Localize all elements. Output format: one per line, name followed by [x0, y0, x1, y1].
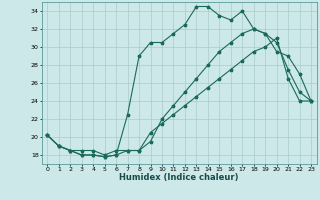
X-axis label: Humidex (Indice chaleur): Humidex (Indice chaleur) [119, 173, 239, 182]
